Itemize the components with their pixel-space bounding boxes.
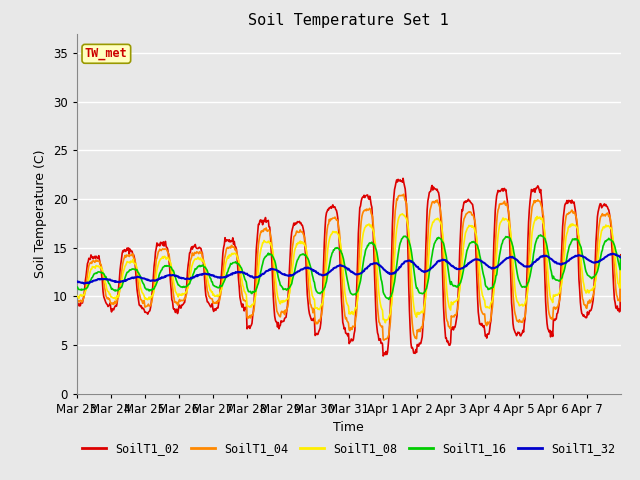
Legend: SoilT1_02, SoilT1_04, SoilT1_08, SoilT1_16, SoilT1_32: SoilT1_02, SoilT1_04, SoilT1_08, SoilT1_… [77, 437, 620, 460]
Text: TW_met: TW_met [85, 48, 128, 60]
Y-axis label: Soil Temperature (C): Soil Temperature (C) [35, 149, 47, 278]
X-axis label: Time: Time [333, 421, 364, 434]
Title: Soil Temperature Set 1: Soil Temperature Set 1 [248, 13, 449, 28]
